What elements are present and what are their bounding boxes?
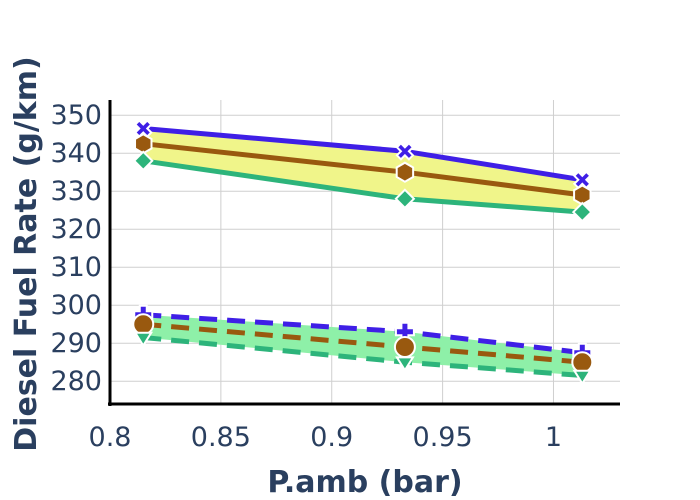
series-1-point-1 — [395, 161, 415, 183]
y-tick-label-5: 330 — [50, 176, 102, 207]
band-fill-1 — [143, 314, 583, 376]
x-axis-title: P.amb (bar) — [267, 465, 462, 500]
series-2-point-1 — [394, 188, 416, 210]
series-4-point-1 — [393, 336, 416, 358]
y-tick-label-3: 310 — [50, 252, 102, 283]
y-tick-label-6: 340 — [50, 138, 102, 169]
x-tick-label-0: 0.8 — [89, 422, 132, 453]
series-2-point-2 — [571, 201, 593, 223]
series-5-point-2 — [572, 369, 593, 386]
series-1-point-2 — [573, 184, 592, 206]
series-5-point-1 — [395, 356, 415, 373]
series-0-point-2 — [572, 170, 592, 190]
band-fill-0 — [143, 128, 583, 213]
x-tick-label-1: 0.85 — [191, 422, 251, 453]
x-tick-label-3: 0.95 — [413, 422, 473, 453]
series-0-point-0 — [133, 119, 153, 138]
series-1-point-0 — [134, 133, 153, 155]
y-axis-title: Diesel Fuel Rate (g/km) — [9, 56, 44, 451]
series-5-point-0 — [133, 331, 154, 348]
series-4-point-2 — [571, 351, 594, 374]
x-tick-label-4: 1 — [545, 422, 562, 453]
axes — [108, 100, 620, 406]
x-tick-label-2: 0.9 — [310, 422, 353, 453]
series-4-point-0 — [132, 313, 155, 336]
series-2-point-0 — [132, 150, 154, 172]
y-tick-label-4: 320 — [50, 214, 102, 245]
y-tick-label-7: 350 — [50, 100, 102, 131]
series-markers — [132, 119, 594, 386]
y-tick-label-0: 280 — [50, 366, 102, 397]
series-0-point-1 — [395, 141, 415, 161]
y-tick-label-2: 300 — [50, 290, 102, 321]
tick-labels: 0.8 0.85 0.9 0.95 1 280 290 300 310 320 330 340 350 — [50, 100, 562, 453]
y-tick-label-1: 290 — [50, 328, 102, 359]
band-fills — [143, 128, 583, 376]
